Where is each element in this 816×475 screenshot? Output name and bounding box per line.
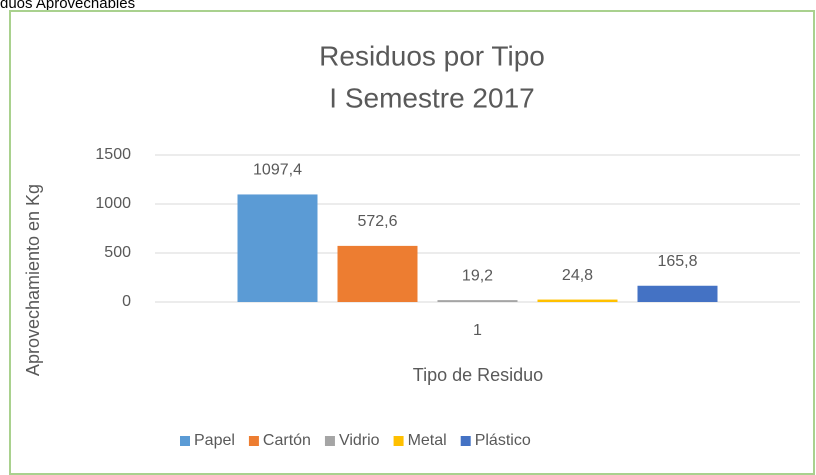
legend-label: Plástico <box>475 432 531 449</box>
y-tick-label: 1500 <box>95 146 131 163</box>
legend-swatch <box>180 436 190 446</box>
bar <box>237 194 318 302</box>
chart-title: I Semestre 2017 <box>329 82 534 113</box>
x-tick-label: 1 <box>473 322 482 339</box>
caption: duos Aprovechables <box>0 0 135 12</box>
data-label: 165,8 <box>657 253 697 270</box>
data-label: 19,2 <box>462 267 493 284</box>
y-tick-label: 500 <box>104 244 131 261</box>
legend-label: Metal <box>408 432 447 449</box>
bar <box>437 300 518 302</box>
data-label: 1097,4 <box>253 162 302 179</box>
legend-label: Cartón <box>263 432 311 449</box>
y-axis-label: Aprovechamiento en Kg <box>23 184 43 376</box>
bar <box>637 285 718 302</box>
data-label: 572,6 <box>357 213 397 230</box>
legend-swatch <box>248 436 259 446</box>
legend-label: Papel <box>194 432 235 449</box>
bar <box>537 299 618 302</box>
legend-swatch <box>393 436 404 446</box>
x-axis-label: Tipo de Residuo <box>413 365 543 385</box>
y-tick-label: 1000 <box>95 195 131 212</box>
y-tick-label: 0 <box>122 293 131 310</box>
legend-label: Vidrio <box>339 432 380 449</box>
bar <box>337 245 418 302</box>
chart-title: Residuos por Tipo <box>319 40 545 71</box>
legend-swatch <box>460 436 471 446</box>
chart-frame <box>9 10 815 475</box>
data-label: 24,8 <box>562 267 593 284</box>
legend-swatch <box>324 436 335 446</box>
